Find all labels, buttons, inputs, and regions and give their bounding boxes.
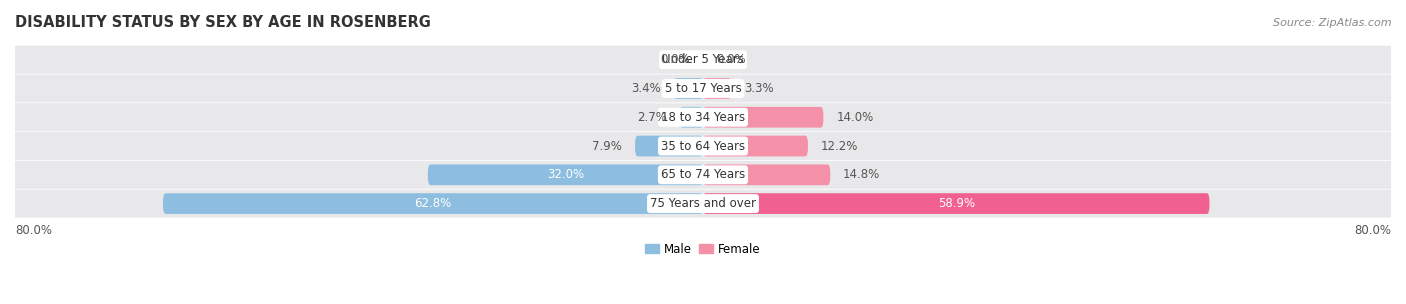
FancyBboxPatch shape [15, 74, 1391, 102]
Text: 3.3%: 3.3% [744, 82, 773, 95]
Text: 14.0%: 14.0% [837, 111, 873, 124]
Text: 35 to 64 Years: 35 to 64 Years [661, 140, 745, 153]
Text: 2.7%: 2.7% [637, 111, 666, 124]
Text: 0.0%: 0.0% [661, 53, 690, 66]
Text: Under 5 Years: Under 5 Years [662, 53, 744, 66]
FancyBboxPatch shape [703, 136, 808, 156]
FancyBboxPatch shape [703, 107, 824, 128]
Text: 14.8%: 14.8% [844, 168, 880, 181]
FancyBboxPatch shape [163, 193, 703, 214]
Text: 0.0%: 0.0% [716, 53, 745, 66]
Text: 18 to 34 Years: 18 to 34 Years [661, 111, 745, 124]
Legend: Male, Female: Male, Female [641, 238, 765, 261]
Text: 58.9%: 58.9% [938, 197, 974, 210]
FancyBboxPatch shape [15, 161, 1391, 189]
FancyBboxPatch shape [679, 107, 703, 128]
FancyBboxPatch shape [703, 78, 731, 99]
FancyBboxPatch shape [703, 164, 831, 185]
Text: 3.4%: 3.4% [631, 82, 661, 95]
Text: 80.0%: 80.0% [15, 224, 52, 237]
FancyBboxPatch shape [15, 46, 1391, 74]
FancyBboxPatch shape [673, 78, 703, 99]
Text: 12.2%: 12.2% [821, 140, 858, 153]
FancyBboxPatch shape [636, 136, 703, 156]
Text: 5 to 17 Years: 5 to 17 Years [665, 82, 741, 95]
Text: 65 to 74 Years: 65 to 74 Years [661, 168, 745, 181]
FancyBboxPatch shape [427, 164, 703, 185]
Text: 32.0%: 32.0% [547, 168, 583, 181]
Text: Source: ZipAtlas.com: Source: ZipAtlas.com [1274, 18, 1392, 28]
FancyBboxPatch shape [703, 193, 1209, 214]
Text: 80.0%: 80.0% [1354, 224, 1391, 237]
FancyBboxPatch shape [15, 103, 1391, 131]
Text: 75 Years and over: 75 Years and over [650, 197, 756, 210]
FancyBboxPatch shape [15, 132, 1391, 160]
Text: DISABILITY STATUS BY SEX BY AGE IN ROSENBERG: DISABILITY STATUS BY SEX BY AGE IN ROSEN… [15, 15, 432, 30]
Text: 7.9%: 7.9% [592, 140, 623, 153]
Text: 62.8%: 62.8% [415, 197, 451, 210]
FancyBboxPatch shape [15, 190, 1391, 218]
